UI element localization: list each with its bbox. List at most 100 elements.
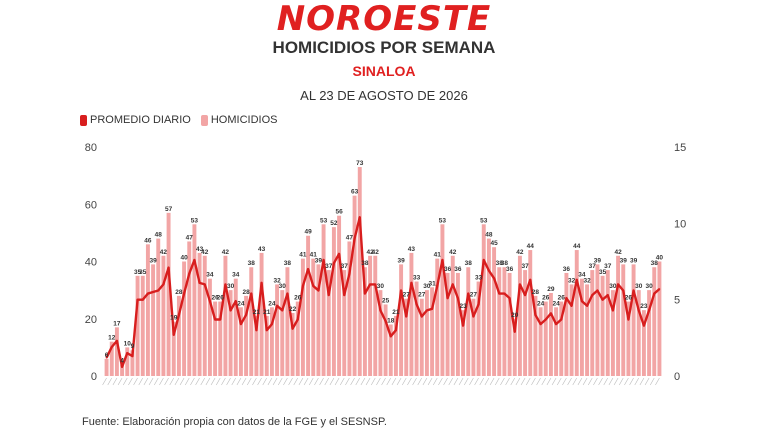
x-tick-mark (184, 377, 190, 386)
data-label: 47 (346, 234, 354, 241)
x-tick-mark (531, 377, 536, 386)
bar (140, 275, 145, 376)
bar (223, 255, 228, 376)
bar (543, 301, 548, 376)
data-label: 24 (537, 300, 545, 307)
line-point (544, 318, 547, 321)
chart-title: HOMICIDIOS POR SEMANA (272, 38, 496, 57)
data-label: 34 (206, 272, 214, 279)
x-tick-mark (345, 377, 350, 386)
line-point (245, 314, 247, 316)
line-point (560, 318, 563, 321)
bar (445, 272, 450, 376)
bar (450, 255, 455, 376)
x-tick-mark (536, 377, 541, 386)
data-label: 48 (485, 232, 493, 239)
bar (471, 298, 476, 376)
bar (316, 264, 321, 376)
line-point (658, 288, 661, 290)
x-tick-mark (360, 377, 366, 386)
data-label: 18 (387, 317, 395, 324)
bar (538, 307, 543, 376)
data-label: 6 (105, 352, 109, 359)
line-point (606, 294, 609, 296)
bar (295, 301, 300, 376)
line-point (405, 315, 408, 318)
line-point (167, 266, 170, 269)
bar (331, 227, 336, 376)
data-label: 30 (635, 283, 643, 290)
data-label: 53 (191, 217, 199, 224)
data-label: 38 (465, 260, 473, 267)
data-label: 39 (149, 257, 157, 264)
legend-label-weekly: HOMICIDIOS (210, 114, 278, 126)
data-label: 42 (372, 249, 380, 256)
data-label: 38 (284, 260, 292, 267)
line-point (265, 329, 268, 332)
data-label: 42 (449, 249, 457, 256)
x-tick-mark (494, 377, 500, 386)
data-label: 57 (165, 206, 173, 213)
x-tick-mark (350, 377, 355, 386)
line-point (519, 283, 521, 286)
line-point (441, 259, 444, 261)
bar (166, 212, 171, 376)
bar (574, 250, 579, 376)
line-point (276, 304, 278, 307)
bar (466, 267, 471, 376)
x-tick-mark (381, 377, 386, 386)
bar (187, 241, 192, 376)
x-tick-mark (272, 377, 278, 386)
line-point (255, 329, 258, 332)
line-point (302, 285, 304, 287)
bar (337, 215, 342, 376)
x-tick-mark (463, 377, 469, 386)
data-label: 32 (568, 277, 576, 284)
bar (605, 270, 610, 376)
x-tick-mark (324, 377, 330, 386)
bar (528, 250, 533, 376)
x-tick-mark (159, 377, 164, 386)
bar (440, 224, 445, 376)
data-label: 41 (434, 252, 442, 259)
x-tick-mark (334, 377, 340, 386)
x-tick-mark (453, 377, 459, 386)
chart-legend: PROMEDIO DIARIO HOMICIDIOS (80, 114, 277, 126)
x-tick-mark (484, 377, 490, 386)
data-label: 38 (361, 260, 369, 267)
data-label: 45 (490, 240, 498, 247)
line-point (617, 283, 619, 286)
line-point (358, 216, 361, 219)
line-point (214, 318, 216, 321)
x-tick-mark (577, 377, 583, 386)
bar (383, 304, 388, 376)
data-label: 30 (645, 283, 653, 290)
line-point (653, 292, 656, 295)
data-label: 23 (459, 303, 467, 310)
x-tick-mark (489, 377, 495, 386)
x-tick-mark (138, 377, 144, 386)
data-label: 28 (532, 289, 540, 296)
bar (161, 255, 166, 376)
line-point (152, 291, 154, 293)
bar (156, 238, 161, 376)
x-tick-mark (655, 377, 660, 386)
x-tick-mark (164, 377, 169, 386)
line-point (121, 366, 123, 368)
line-point (451, 283, 454, 286)
bar (275, 284, 280, 376)
bar (254, 315, 259, 376)
x-tick-mark (407, 377, 412, 386)
bar (280, 290, 285, 377)
data-label: 27 (470, 292, 478, 299)
data-label: 39 (397, 257, 405, 264)
bar (249, 267, 254, 376)
bar (125, 347, 130, 377)
x-tick-mark (133, 377, 138, 386)
x-tick-mark (567, 377, 572, 386)
data-label: 21 (392, 309, 400, 316)
x-tick-mark (613, 377, 619, 386)
data-label: 56 (335, 209, 343, 216)
x-tick-mark (510, 377, 516, 386)
bar (202, 255, 207, 376)
